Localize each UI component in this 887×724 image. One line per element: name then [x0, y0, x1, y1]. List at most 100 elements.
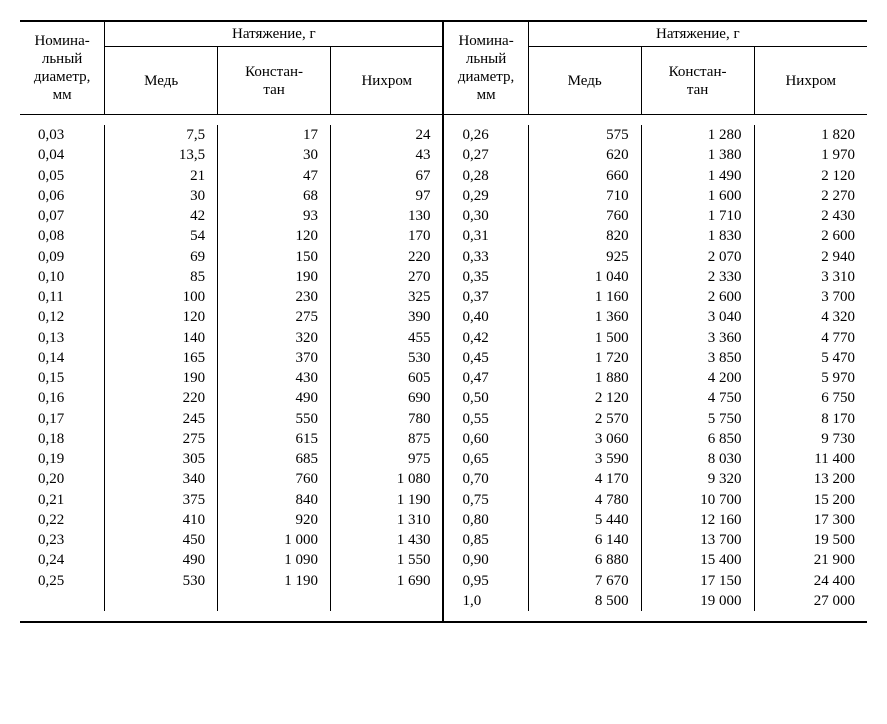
cell-constantan: 430	[218, 368, 331, 388]
hdr-copper-right: Медь	[528, 47, 641, 115]
cell-constantan: 120	[218, 226, 331, 246]
cell-constantan: 17	[218, 125, 331, 145]
cell-nichrome: 6 750	[754, 388, 867, 408]
hdr-tension-left: Натяжение, г	[105, 22, 444, 47]
cell-nichrome: 43	[331, 145, 444, 165]
cell-diameter: 0,35	[443, 267, 528, 287]
cell-copper: 5 440	[528, 510, 641, 530]
cell-diameter: 0,47	[443, 368, 528, 388]
cell-copper: 620	[528, 145, 641, 165]
cell-diameter: 0,55	[443, 409, 528, 429]
cell-copper: 140	[105, 328, 218, 348]
cell-copper: 120	[105, 307, 218, 327]
cell-nichrome: 27 000	[754, 591, 867, 611]
cell-copper: 4 170	[528, 469, 641, 489]
cell-nichrome: 67	[331, 166, 444, 186]
hdr-copper-left: Медь	[105, 47, 218, 115]
cell-constantan: 550	[218, 409, 331, 429]
cell-diameter: 0,95	[443, 571, 528, 591]
cell-diameter: 0,28	[443, 166, 528, 186]
hdr-diameter-left: Номина-льныйдиаметр,мм	[20, 22, 105, 115]
cell-nichrome: 1 690	[331, 571, 444, 591]
cell-nichrome: 2 120	[754, 166, 867, 186]
cell-nichrome: 2 600	[754, 226, 867, 246]
cell-constantan: 840	[218, 490, 331, 510]
cell-diameter: 0,80	[443, 510, 528, 530]
table-row: 0,131403204550,421 5003 3604 770	[20, 328, 867, 348]
data-table: Номина-льныйдиаметр,мм Натяжение, г Номи…	[20, 22, 867, 621]
cell-diameter: 0,27	[443, 145, 528, 165]
cell-constantan: 685	[218, 449, 331, 469]
cell-diameter: 0,75	[443, 490, 528, 510]
cell-nichrome: 2 430	[754, 206, 867, 226]
hdr-diameter-right: Номина-льныйдиаметр,мм	[443, 22, 528, 115]
cell-copper: 69	[105, 247, 218, 267]
cell-nichrome: 15 200	[754, 490, 867, 510]
cell-copper: 165	[105, 348, 218, 368]
table-row: 0,111002303250,371 1602 6003 700	[20, 287, 867, 307]
cell-copper: 190	[105, 368, 218, 388]
cell-diameter: 0,65	[443, 449, 528, 469]
cell-constantan: 1 380	[641, 145, 754, 165]
cell-constantan: 1 600	[641, 186, 754, 206]
cell-nichrome: 5 470	[754, 348, 867, 368]
table-row: 0,037,517240,265751 2801 820	[20, 125, 867, 145]
hdr-nichrome-left: Нихром	[331, 47, 444, 115]
tension-table: Номина-льныйдиаметр,мм Натяжение, г Номи…	[20, 20, 867, 623]
cell-nichrome: 9 730	[754, 429, 867, 449]
cell-copper: 2 120	[528, 388, 641, 408]
cell-nichrome: 4 320	[754, 307, 867, 327]
cell-nichrome: 325	[331, 287, 444, 307]
cell-constantan: 13 700	[641, 530, 754, 550]
cell-copper: 8 500	[528, 591, 641, 611]
cell-copper: 1 720	[528, 348, 641, 368]
cell-nichrome: 17 300	[754, 510, 867, 530]
cell-copper: 410	[105, 510, 218, 530]
cell-copper: 3 060	[528, 429, 641, 449]
table-row: 0,063068970,297101 6002 270	[20, 186, 867, 206]
cell-diameter: 0,50	[443, 388, 528, 408]
table-row: 0,255301 1901 6900,957 67017 15024 400	[20, 571, 867, 591]
cell-constantan: 2 330	[641, 267, 754, 287]
cell-constantan: 5 750	[641, 409, 754, 429]
cell-nichrome: 1 970	[754, 145, 867, 165]
cell-copper: 85	[105, 267, 218, 287]
cell-copper: 760	[528, 206, 641, 226]
cell-nichrome: 3 700	[754, 287, 867, 307]
table-row: 0,141653705300,451 7203 8505 470	[20, 348, 867, 368]
cell-nichrome: 24 400	[754, 571, 867, 591]
table-row: 0,172455507800,552 5705 7508 170	[20, 409, 867, 429]
table-row: 0,234501 0001 4300,856 14013 70019 500	[20, 530, 867, 550]
cell-copper: 13,5	[105, 145, 218, 165]
cell-nichrome: 1 550	[331, 550, 444, 570]
cell-nichrome: 130	[331, 206, 444, 226]
cell-diameter: 0,70	[443, 469, 528, 489]
cell-nichrome: 1 820	[754, 125, 867, 145]
cell-diameter: 0,08	[20, 226, 105, 246]
cell-copper: 710	[528, 186, 641, 206]
hdr-constantan-right: Констан-тан	[641, 47, 754, 115]
cell-diameter: 0,03	[20, 125, 105, 145]
cell-nichrome: 24	[331, 125, 444, 145]
cell-copper: 4 780	[528, 490, 641, 510]
cell-copper: 42	[105, 206, 218, 226]
cell-constantan: 2 600	[641, 287, 754, 307]
cell-copper: 340	[105, 469, 218, 489]
cell-diameter: 0,90	[443, 550, 528, 570]
cell-nichrome: 170	[331, 226, 444, 246]
cell-constantan: 370	[218, 348, 331, 368]
cell-nichrome: 5 970	[754, 368, 867, 388]
cell-nichrome: 605	[331, 368, 444, 388]
cell-copper: 1 880	[528, 368, 641, 388]
cell-diameter: 0,45	[443, 348, 528, 368]
cell-copper: 220	[105, 388, 218, 408]
cell-diameter: 0,06	[20, 186, 105, 206]
cell-nichrome: 530	[331, 348, 444, 368]
cell-diameter	[20, 591, 105, 611]
table-row: 0,09691502200,339252 0702 940	[20, 247, 867, 267]
table-row: 0,0742931300,307601 7102 430	[20, 206, 867, 226]
table-body: 0,037,517240,265751 2801 8200,0413,53043…	[20, 115, 867, 622]
cell-copper: 450	[105, 530, 218, 550]
cell-nichrome: 2 270	[754, 186, 867, 206]
cell-diameter: 0,07	[20, 206, 105, 226]
